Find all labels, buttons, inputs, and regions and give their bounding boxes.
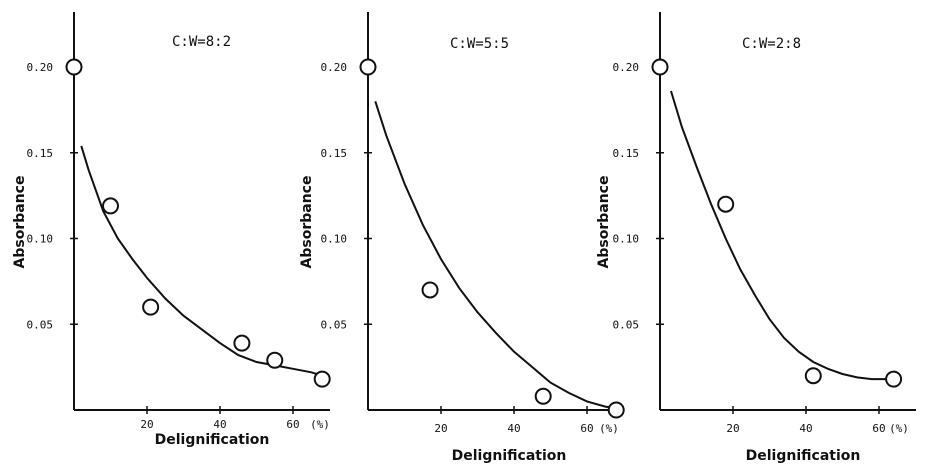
data-point	[65, 58, 83, 76]
y-tick-label: 0.20	[321, 61, 348, 74]
x-tick-label: 60	[872, 422, 885, 435]
ratio-label: C:W=5:5	[450, 36, 509, 52]
y-axis-title: Absorbance	[596, 176, 612, 269]
data-point	[359, 58, 377, 76]
x-unit-label: (%)	[599, 422, 619, 435]
y-tick-label: 0.05	[613, 318, 640, 331]
y-tick-label: 0.20	[613, 61, 640, 74]
x-axis-title: Delignification	[452, 448, 567, 464]
x-axis-title: Delignification	[155, 432, 270, 448]
x-tick-label: 20	[726, 422, 739, 435]
y-tick-label: 0.15	[613, 147, 640, 160]
y-axis-title: Absorbance	[12, 176, 28, 269]
x-unit-label: (%)	[889, 422, 909, 435]
y-tick-label: 0.15	[321, 147, 348, 160]
chart-panel-3: 0.05 0.10 0.15 0.20 20 40 60 (%) C:W=2:8 Absorban…	[596, 12, 916, 464]
y-tick-label: 0.20	[27, 61, 54, 74]
x-tick-label: 60	[286, 418, 299, 431]
data-point	[266, 351, 284, 369]
x-tick-label: 40	[507, 422, 520, 435]
data-point	[534, 387, 552, 405]
x-unit-label: (%)	[310, 418, 330, 431]
data-point	[313, 370, 331, 388]
data-point	[717, 195, 735, 213]
fitted-curve	[670, 90, 887, 381]
y-tick-label: 0.15	[27, 147, 54, 160]
fitted-curve	[374, 100, 617, 410]
data-point	[142, 298, 160, 316]
x-axis-title: Delignification	[746, 448, 861, 464]
x-tick-label: 40	[799, 422, 812, 435]
fitted-curve	[80, 145, 323, 377]
ratio-label: C:W=8:2	[172, 34, 231, 50]
x-tick-label: 40	[213, 418, 226, 431]
data-point	[804, 367, 822, 385]
x-tick-label: 60	[580, 422, 593, 435]
y-tick-label: 0.05	[321, 318, 348, 331]
y-tick-label: 0.10	[27, 233, 54, 246]
data-point	[421, 281, 439, 299]
data-point	[651, 58, 669, 76]
x-tick-label: 20	[140, 418, 153, 431]
data-point	[607, 401, 625, 419]
y-axis-title: Absorbance	[299, 176, 315, 269]
chart-panel-1: 0.05 0.10 0.15 0.20 20 40 60 (%) C:W=8:2 Absorban…	[12, 12, 331, 448]
data-point	[885, 370, 903, 388]
y-tick-label: 0.10	[613, 233, 640, 246]
y-tick-label: 0.05	[27, 318, 54, 331]
data-point	[233, 334, 251, 352]
x-tick-label: 20	[434, 422, 447, 435]
data-point	[102, 197, 119, 215]
chart-panel-2: 0.05 0.10 0.15 0.20 20 40 60 (%) C:W=5:5 Absorban…	[299, 12, 625, 464]
y-tick-label: 0.10	[321, 233, 348, 246]
ratio-label: C:W=2:8	[742, 36, 801, 52]
